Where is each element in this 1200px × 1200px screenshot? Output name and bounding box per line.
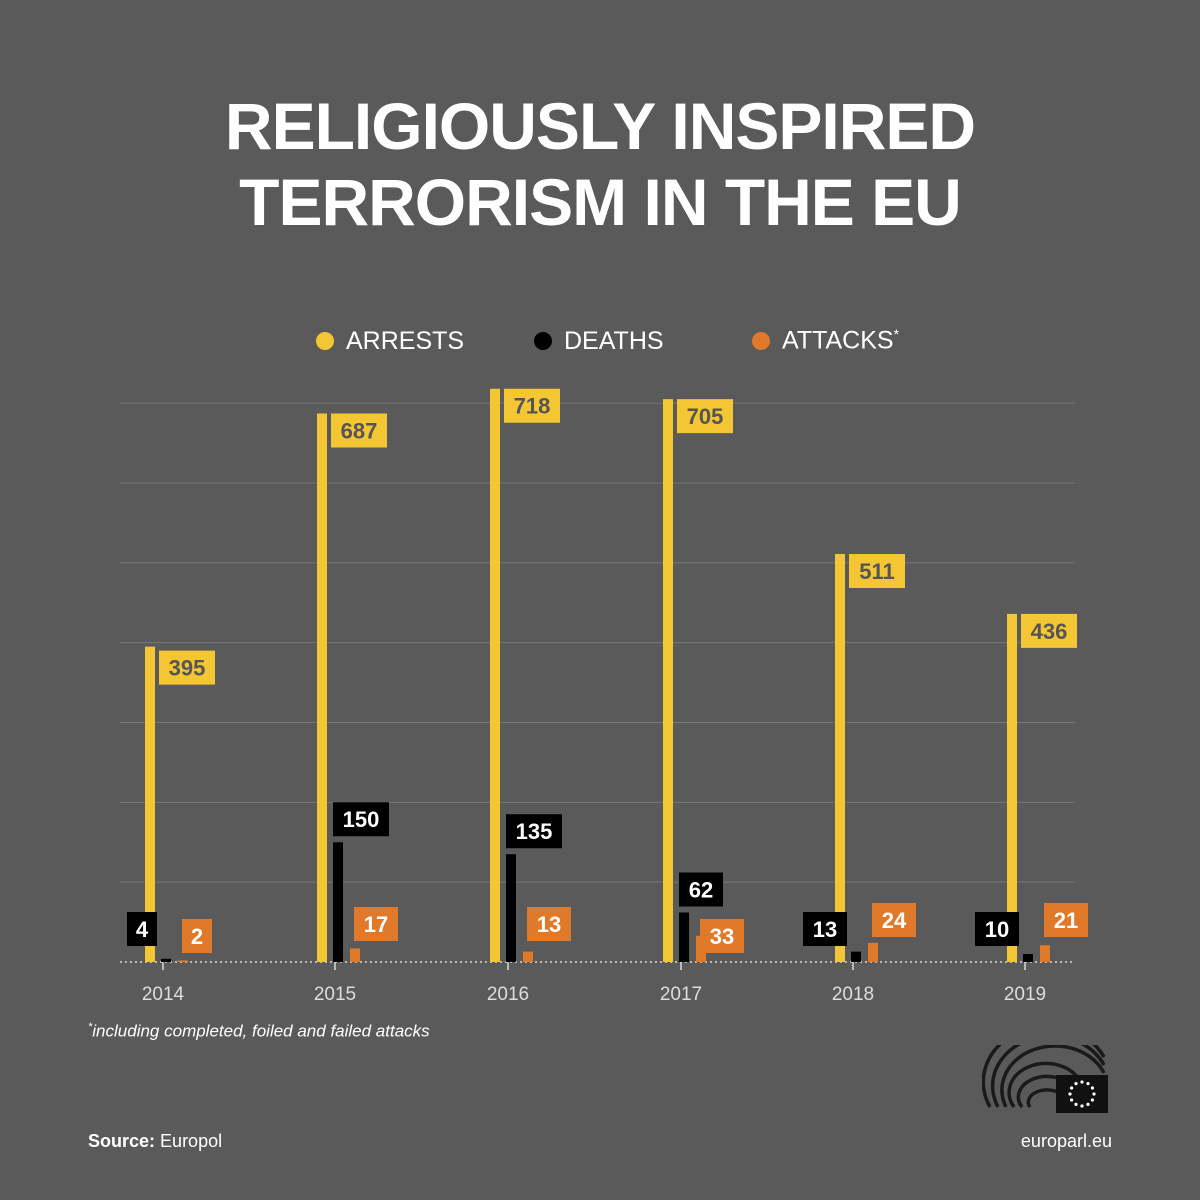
legend-swatch-attacks [752,332,770,350]
attacks-bar-2018 [868,942,878,962]
arrests-bar-2018 [835,554,845,962]
arrests-label-2014-box [159,650,215,685]
arrests-label-2016-box [504,388,560,423]
arrests-label-2017: 705 [687,404,724,429]
attacks-label-2014-box [182,919,212,953]
x-tick-label-2018: 2018 [832,984,874,1005]
arrests-label-2019-box [1021,613,1077,648]
european-parliament-logo [982,1045,1108,1113]
source-credit: Source: Europol [88,1131,222,1152]
attacks-label-2017: 33 [710,924,734,949]
chart-title-line-2: TERRORISM IN THE EU [239,165,962,239]
source-label: Source: [88,1131,156,1151]
attacks-bar-2019 [1040,945,1050,962]
arrests-label-2016: 718 [514,394,551,419]
footnote: *including completed, foiled and failed … [88,1021,430,1042]
legend-attacks-footnote-marker: * [893,326,900,343]
legend-swatch-arrests [316,332,334,350]
chart-title-line-1: RELIGIOUSLY INSPIRED [224,89,976,163]
deaths-bar-2015 [333,842,343,962]
legend-item-deaths: DEATHS [534,324,664,358]
x-tick-label-2019: 2019 [1004,984,1046,1005]
legend-label-attacks-text: ATTACKS [782,326,894,355]
legend-label-arrests: ARRESTS [346,326,465,355]
deaths-bar-2016 [506,854,516,962]
attacks-label-2016-box [527,907,571,941]
attacks-label-2018: 24 [882,908,907,933]
x-tick-label-2017: 2017 [660,984,702,1005]
attacks-label-2018-box [872,903,916,937]
arrests-bar-2015 [317,413,327,962]
arrests-label-2015: 687 [341,418,378,443]
attacks-label-2014: 2 [191,924,203,949]
deaths-label-2016-box [506,814,562,849]
attacks-bar-2014 [178,960,188,962]
attacks-label-2015-box [354,907,398,941]
x-tick-label-2015: 2015 [314,984,356,1005]
deaths-label-2014-box [127,912,157,946]
attacks-label-2017-box [700,919,744,953]
arrests-label-2018: 511 [859,559,895,584]
x-tick-label-2016: 2016 [487,984,529,1005]
legend: ARRESTS DEATHS ATTACKS* [0,324,1200,358]
legend-item-attacks: ATTACKS* [752,324,899,358]
deaths-label-2019-box [975,912,1019,946]
legend-swatch-deaths [534,332,552,350]
deaths-bar-2018 [851,951,861,962]
arrests-label-2015-box [331,413,387,448]
attacks-bar-2015 [350,948,360,962]
site-url: europarl.eu [1020,1131,1112,1151]
bar-chart: 395 4 2 2014 687 150 17 2015 718 135 13 2016 705 62 33… [120,388,1088,1005]
legend-item-arrests: ARRESTS [316,324,464,358]
attacks-label-2019: 21 [1054,908,1078,933]
arrests-label-2018-box [849,554,905,589]
arrests-label-2019: 436 [1031,619,1068,644]
attacks-label-2016: 13 [537,912,561,937]
arrests-label-2014: 395 [169,656,206,681]
attacks-label-2019-box [1044,903,1088,937]
arrests-bar-2014 [145,646,155,962]
deaths-label-2014: 4 [136,917,149,942]
chart-title: RELIGIOUSLY INSPIRED TERRORISM IN THE EU [0,88,1200,240]
arrests-label-2017-box [677,399,733,434]
source-value: Europol [160,1131,223,1151]
attacks-label-2015: 17 [364,912,388,937]
deaths-label-2015-box [333,802,389,837]
arrests-bar-2017 [663,399,673,962]
deaths-bar-2017 [679,912,689,962]
deaths-label-2019: 10 [985,917,1009,942]
deaths-label-2017: 62 [689,877,713,902]
arrests-bar-2016 [490,388,500,963]
legend-label-attacks: ATTACKS* [782,326,899,355]
deaths-bar-2014 [161,958,171,962]
deaths-label-2017-box [679,872,723,907]
arrests-bar-2019 [1007,613,1017,962]
deaths-label-2015: 150 [343,807,380,832]
deaths-bar-2019 [1023,954,1033,962]
deaths-label-2018-box [803,912,847,946]
deaths-label-2018: 13 [813,917,837,942]
footnote-text: including completed, foiled and failed a… [92,1021,430,1041]
attacks-bar-2016 [523,951,533,962]
x-tick-label-2014: 2014 [142,984,185,1005]
legend-label-deaths: DEATHS [564,326,664,355]
footnote-marker: * [88,1021,93,1033]
deaths-label-2016: 135 [516,819,553,844]
